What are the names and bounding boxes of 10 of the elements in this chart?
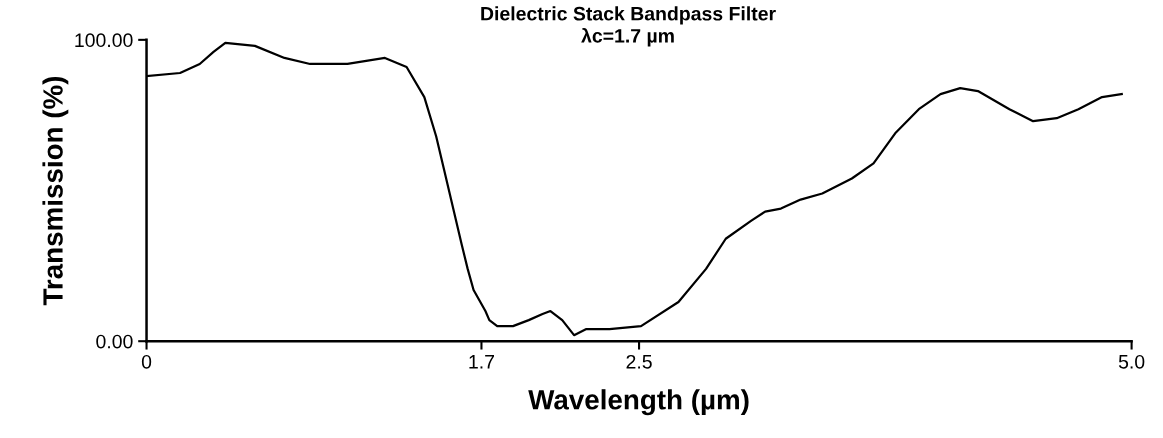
x-tick-label: 2.5 xyxy=(626,354,652,369)
x-axis-title: Wavelength (µm) xyxy=(528,389,749,416)
y-tick-label: 0.00 xyxy=(96,334,133,349)
y-tick-label: 100.00 xyxy=(75,33,133,48)
chart-title: Dielectric Stack Bandpass Filter xyxy=(481,6,776,25)
y-axis-title: Transmission (%) xyxy=(42,76,69,306)
x-tick-label: 5.0 xyxy=(1118,354,1145,369)
x-tick-label: 1.7 xyxy=(469,355,494,369)
chart-subtitle: λc=1.7 µm xyxy=(581,27,674,47)
x-tick-label: 0 xyxy=(141,354,152,369)
